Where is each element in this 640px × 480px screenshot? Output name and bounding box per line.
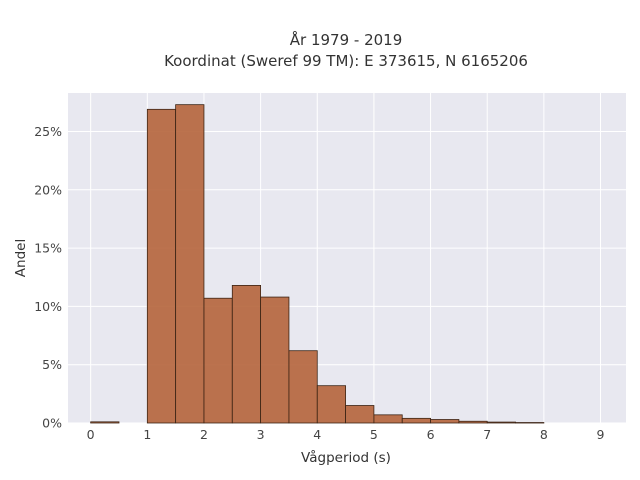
x-tick-label: 6	[427, 427, 435, 442]
y-tick-label: 15%	[34, 241, 62, 256]
histogram-bar	[288, 350, 318, 424]
x-tick-label: 1	[143, 427, 151, 442]
x-tick-label: 4	[313, 427, 321, 442]
x-axis-title: Vågperiod (s)	[301, 449, 391, 466]
x-tick-label: 5	[370, 427, 378, 442]
x-tick-label: 3	[257, 427, 265, 442]
x-tick-label: 9	[597, 427, 605, 442]
histogram-bar	[458, 420, 488, 424]
y-tick-label: 25%	[34, 124, 62, 139]
histogram-bar	[260, 296, 290, 424]
histogram-bar	[90, 421, 120, 424]
x-tick-label: 2	[200, 427, 208, 442]
y-tick-label: 5%	[42, 357, 62, 372]
histogram-bar	[231, 285, 262, 424]
histogram-bar	[373, 414, 403, 424]
x-tick-label: 7	[483, 427, 491, 442]
histogram-bar	[345, 405, 375, 424]
histogram-bar	[203, 297, 233, 424]
histogram-bar	[430, 419, 460, 424]
y-tick-label: 10%	[34, 299, 62, 314]
bars	[90, 104, 545, 424]
x-axis-ticks: 0 1 2 3 4 5 6 7 8 9	[87, 427, 605, 442]
histogram-bar	[175, 104, 205, 424]
histogram-bar	[515, 422, 545, 424]
histogram-bar	[401, 417, 431, 424]
histogram-bar	[316, 385, 346, 424]
chart-subtitle: Koordinat (Sweref 99 TM): E 373615, N 61…	[164, 52, 528, 70]
x-tick-label: 8	[540, 427, 548, 442]
y-axis-title: Andel	[13, 239, 29, 277]
y-axis-ticks: 0% 5% 10% 15% 20% 25%	[34, 124, 62, 431]
y-tick-label: 20%	[34, 182, 62, 197]
y-tick-label: 0%	[42, 416, 62, 431]
histogram-bar	[146, 108, 177, 424]
x-tick-label: 0	[87, 427, 95, 442]
chart-title: År 1979 - 2019	[290, 30, 403, 49]
histogram-bar	[486, 421, 516, 424]
